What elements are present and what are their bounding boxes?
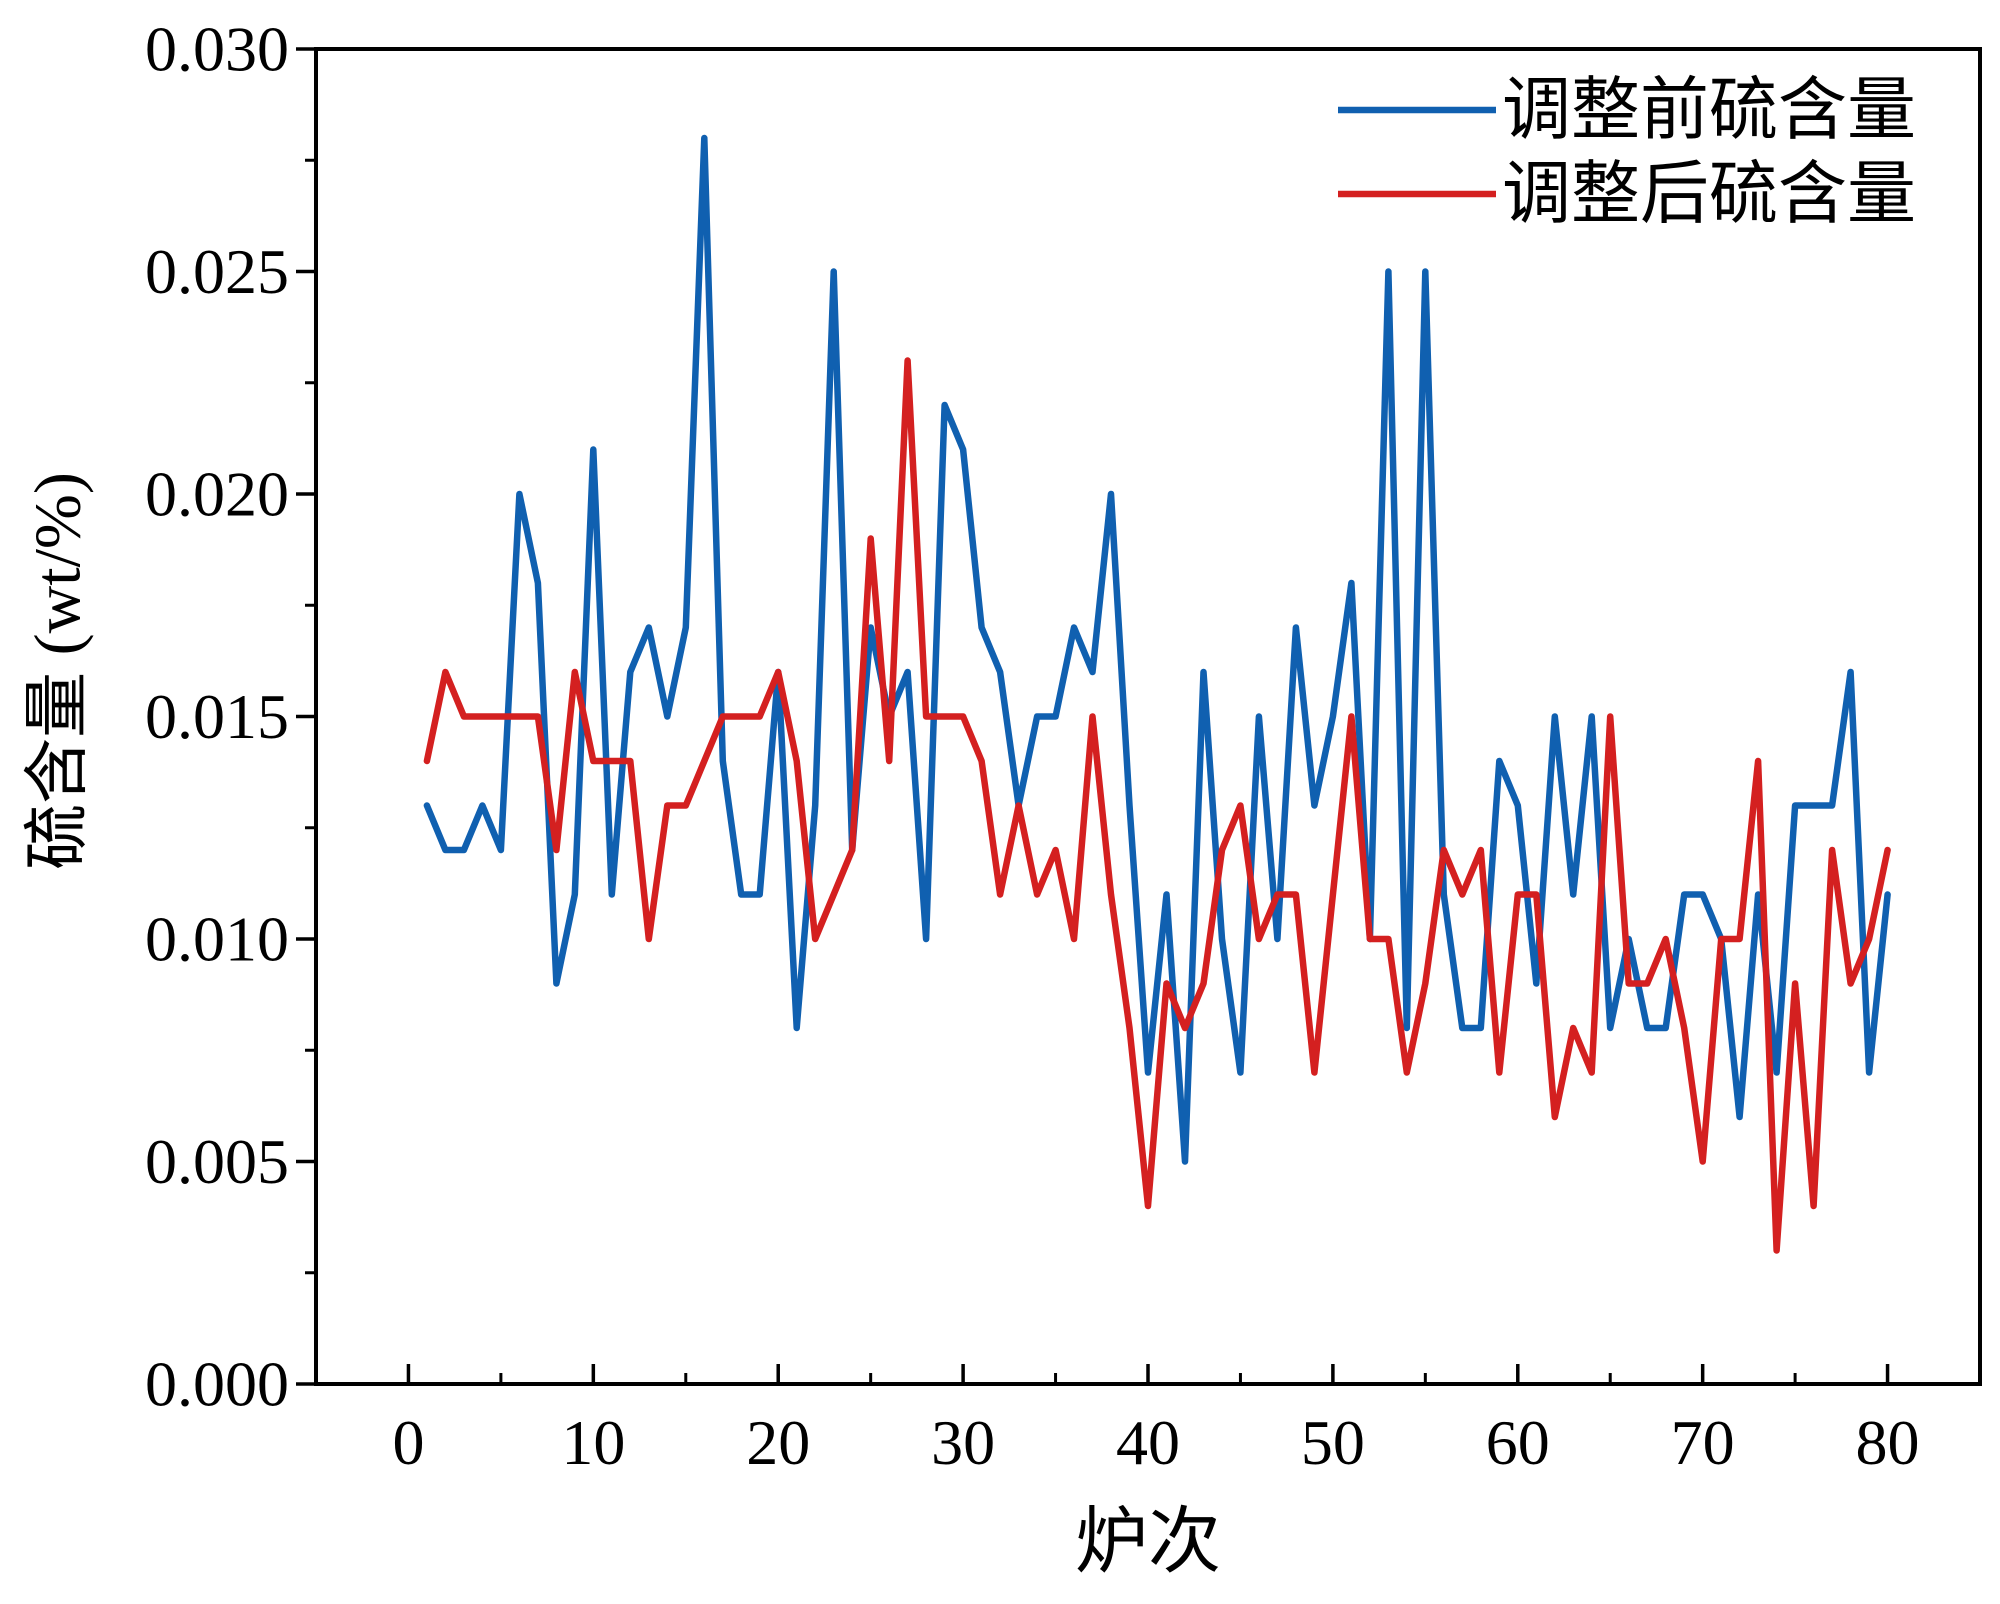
series-line-1 <box>423 134 1891 1165</box>
legend-label-2: 调整后硫含量 <box>1502 156 1916 232</box>
x-tick-label: 80 <box>1856 1407 1920 1478</box>
y-tick-label: 0.025 <box>145 236 289 307</box>
y-tick-label: 0.005 <box>145 1126 289 1197</box>
x-axis-title: 炉次 <box>1075 1501 1221 1582</box>
x-tick-label: 70 <box>1671 1407 1735 1478</box>
x-tick-label: 10 <box>561 1407 625 1478</box>
y-tick-label: 0.015 <box>145 681 289 752</box>
y-tick-label: 0.000 <box>145 1349 289 1420</box>
series-line-2 <box>423 357 1891 1254</box>
x-tick-label: 40 <box>1116 1407 1180 1478</box>
y-tick-label: 0.010 <box>145 904 289 975</box>
x-tick-label: 0 <box>392 1407 424 1478</box>
x-tick-label: 60 <box>1486 1407 1550 1478</box>
legend-label-1: 调整前硫含量 <box>1502 72 1916 148</box>
y-tick-label: 0.020 <box>145 459 289 530</box>
series-layer <box>423 134 1891 1254</box>
x-tick-label: 20 <box>746 1407 810 1478</box>
x-tick-label: 30 <box>931 1407 995 1478</box>
y-axis-title: 硫含量 (wt/%) <box>22 472 95 870</box>
tick-layer: 0 10 20 30 40 50 60 70 80 0.000 0.005 0.010 0.015 0.0… <box>145 14 1920 1479</box>
x-tick-label: 50 <box>1301 1407 1365 1478</box>
y-tick-label: 0.030 <box>145 14 289 85</box>
